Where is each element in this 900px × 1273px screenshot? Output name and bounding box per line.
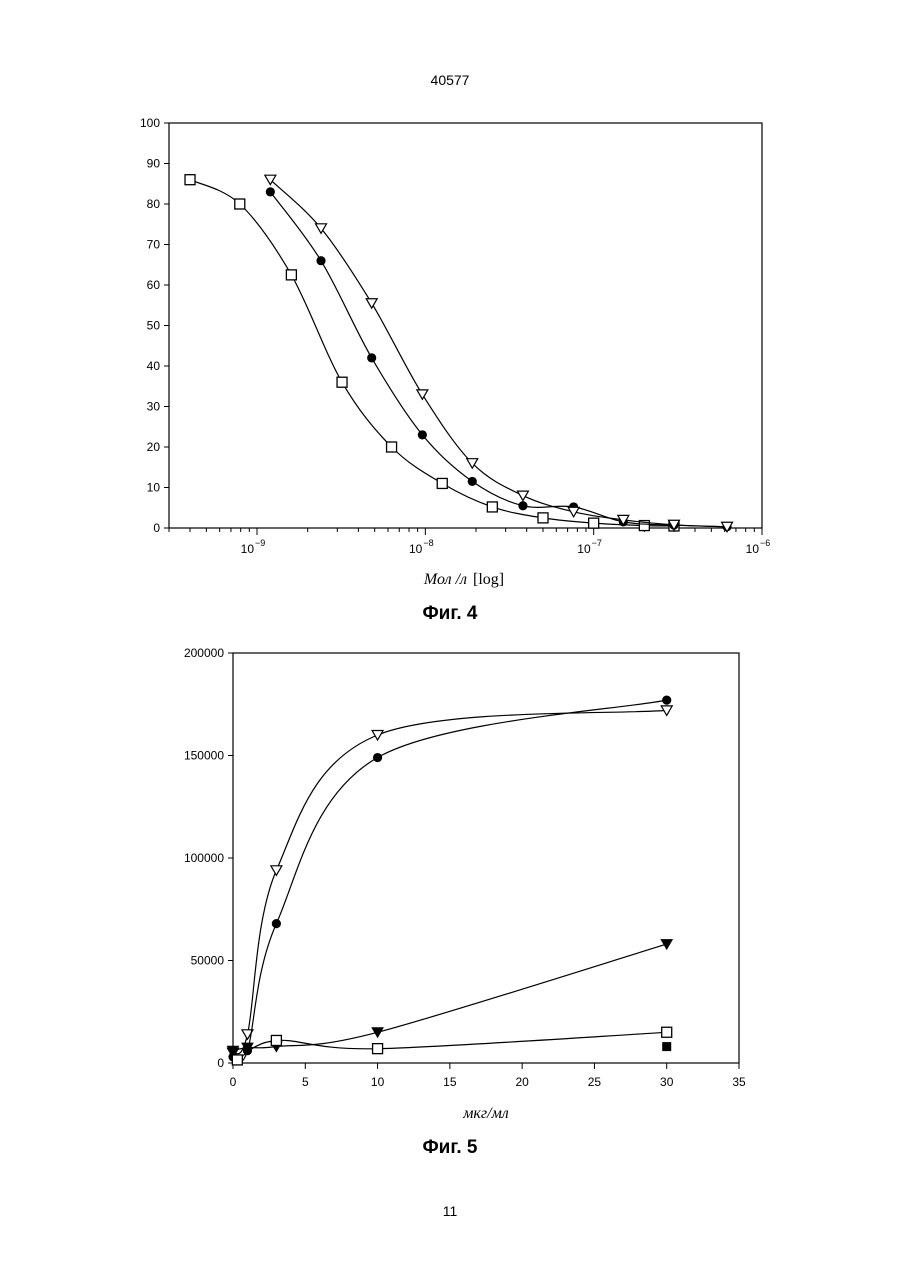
data-point-open-triangle-down (372, 731, 383, 741)
data-point-filled-circle (272, 919, 281, 928)
x-tick-label: 25 (588, 1075, 602, 1089)
x-tick-label: 10 (371, 1075, 385, 1089)
x-tick-label: 0 (230, 1075, 237, 1089)
x-tick-label: 15 (443, 1075, 457, 1089)
y-tick-label: 0 (217, 1056, 224, 1070)
page-number-bottom: 11 (0, 1203, 900, 1219)
y-tick-label: 50000 (191, 954, 225, 968)
data-point-open-square (662, 1027, 672, 1037)
data-point-open-triangle-down (271, 866, 282, 876)
x-tick-label: 5 (302, 1075, 309, 1089)
data-point-open-square (373, 1044, 383, 1054)
chart-fig5: 0 50000 100000 150000 200000 0 5 10 15 20 25 30 35 мк… (0, 0, 900, 1273)
x-tick-label: 20 (515, 1075, 529, 1089)
data-point-open-square (232, 1055, 242, 1065)
series-curve-1 (233, 700, 667, 1062)
data-point-filled-circle (662, 696, 671, 705)
series-curve-3 (237, 1032, 666, 1060)
plot-frame (233, 653, 739, 1063)
y-tick-label: 200000 (184, 646, 224, 660)
figure-caption-5: Фиг. 5 (0, 1137, 900, 1159)
data-point-filled-circle (373, 753, 382, 762)
x-axis-label: мкг/мл (462, 1105, 509, 1122)
series-curve-0 (233, 710, 667, 1053)
series-curve-2 (233, 944, 667, 1051)
y-tick-label: 150000 (184, 749, 224, 763)
data-point-filled-triangle-down (372, 1028, 383, 1038)
x-tick-label: 30 (660, 1075, 674, 1089)
y-tick-label: 100000 (184, 851, 224, 865)
data-point-open-square (271, 1035, 281, 1045)
x-tick-label: 35 (732, 1075, 746, 1089)
data-point-filled-square (663, 1043, 671, 1051)
data-point-filled-triangle-down (661, 940, 672, 950)
